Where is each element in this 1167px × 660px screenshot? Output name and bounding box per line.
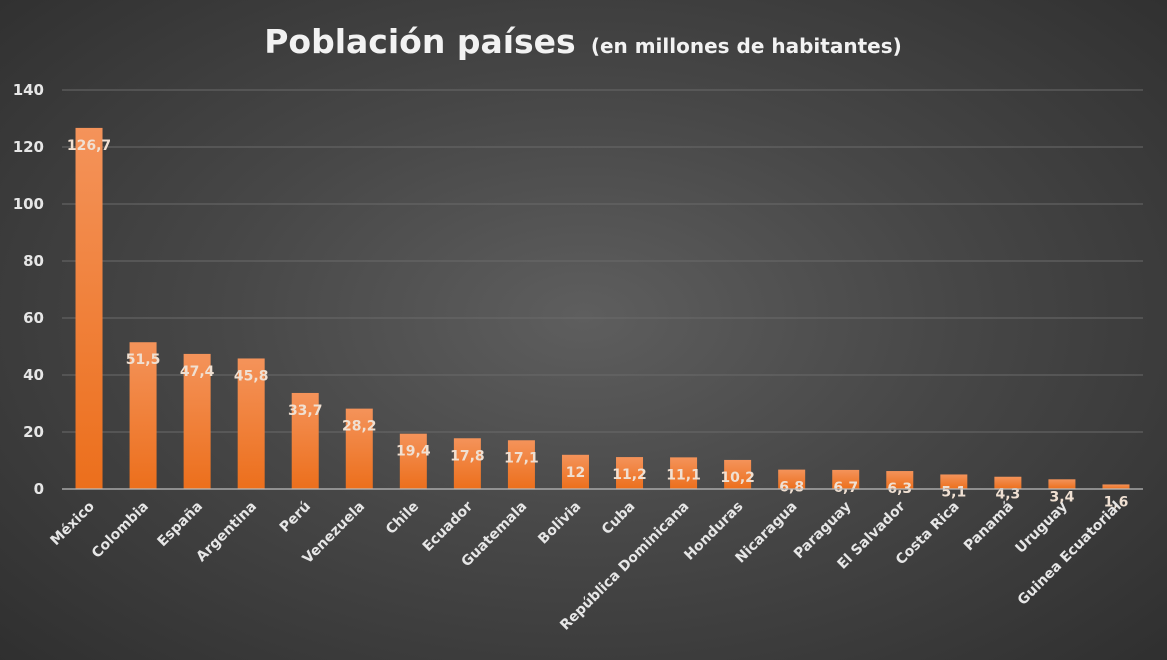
bar	[453, 438, 481, 489]
y-tick-label: 100	[13, 195, 44, 213]
bar	[1048, 479, 1076, 489]
bar	[670, 457, 698, 489]
x-tick-label: Colombia	[89, 499, 152, 562]
data-label: 17,8	[450, 448, 485, 464]
bar	[129, 342, 157, 489]
chart-title-group: Población países (en millones de habitan…	[264, 22, 902, 61]
chart-title: Población países	[264, 22, 575, 61]
y-tick-label: 20	[23, 423, 44, 441]
bar	[75, 127, 103, 489]
data-label: 11,2	[612, 467, 647, 483]
bar	[778, 469, 806, 489]
gridlines	[62, 89, 1143, 433]
x-tick-label: España	[154, 499, 205, 550]
data-label: 5,1	[941, 484, 966, 500]
data-label: 3,4	[1050, 489, 1075, 505]
bar	[940, 474, 968, 489]
data-labels: 126,7 51,5 47,4 45,8 33,7 28,2 19,4 17,8 17,1 12 1…	[67, 138, 1129, 511]
data-label: 17,1	[504, 450, 539, 466]
data-label: 12	[566, 465, 585, 481]
data-label: 47,4	[180, 364, 215, 380]
bar	[994, 476, 1022, 489]
y-axis: 0 20 40 60 80 100 120 140	[13, 81, 44, 498]
x-tick-label: Cuba	[599, 499, 638, 538]
bar	[507, 440, 535, 489]
data-label: 45,8	[234, 368, 269, 384]
bar	[724, 459, 752, 489]
bar	[561, 454, 589, 489]
y-tick-label: 80	[23, 252, 44, 270]
x-tick-label: México	[48, 498, 99, 549]
data-label: 19,4	[396, 444, 431, 460]
x-tick-label: Chile	[383, 499, 422, 538]
y-tick-label: 0	[34, 480, 44, 498]
data-label: 28,2	[342, 419, 377, 435]
y-tick-label: 40	[23, 366, 44, 384]
bar	[237, 358, 265, 489]
bar	[183, 353, 211, 489]
x-tick-label: Guinea Ecuatorial	[1015, 499, 1125, 609]
bars	[75, 127, 1130, 489]
data-label: 1,6	[1104, 494, 1129, 510]
data-label: 11,1	[666, 467, 701, 483]
bar	[399, 433, 427, 489]
bar	[1102, 484, 1130, 489]
x-tick-label: Bolivia	[535, 499, 584, 548]
bar	[616, 457, 644, 489]
y-tick-label: 120	[13, 138, 44, 156]
y-tick-label: 60	[23, 309, 44, 327]
x-tick-label: Ecuador	[420, 498, 477, 555]
x-tick-label: Perú	[277, 499, 314, 536]
data-label: 33,7	[288, 403, 323, 419]
data-label: 51,5	[126, 352, 161, 368]
data-label: 6,7	[833, 480, 858, 496]
data-label: 4,3	[995, 487, 1020, 503]
y-tick-label: 140	[13, 81, 44, 99]
data-label: 10,2	[720, 470, 755, 486]
chart-subtitle: (en millones de habitantes)	[591, 34, 902, 58]
x-tick-label: Uruguay	[1013, 499, 1071, 557]
x-tick-label: Panamá	[961, 499, 1017, 555]
bar	[291, 392, 319, 489]
data-label: 126,7	[67, 138, 111, 154]
bar	[345, 408, 373, 489]
data-label: 6,8	[779, 480, 804, 496]
bar	[886, 471, 914, 489]
bar	[832, 469, 860, 489]
